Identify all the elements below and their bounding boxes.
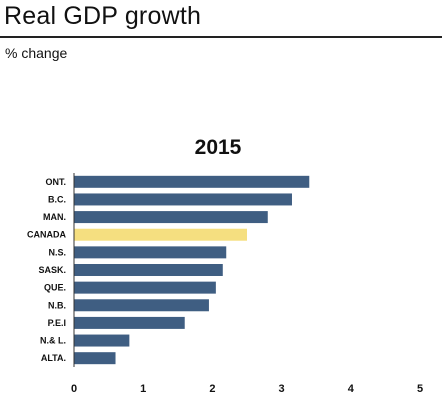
category-label: MAN. — [43, 212, 66, 222]
bar-group — [74, 175, 310, 365]
x-tick-label: 3 — [279, 383, 285, 395]
x-tick-label: 2 — [209, 383, 215, 395]
category-label: CANADA — [27, 230, 66, 240]
x-tick-label: 0 — [71, 383, 77, 395]
category-label: ONT. — [45, 177, 66, 187]
page-title: Real GDP growth — [4, 2, 202, 30]
bar-canada — [74, 228, 247, 241]
page-subtitle: % change — [5, 45, 68, 61]
category-label: N.S. — [48, 247, 66, 257]
category-label: SASK. — [38, 265, 66, 275]
bar-b-c — [74, 193, 292, 206]
bar-p-e-i — [74, 316, 185, 329]
x-tick-label: 4 — [348, 383, 355, 395]
category-label: QUE. — [44, 283, 66, 293]
bar-que — [74, 281, 216, 294]
bar-n-s — [74, 246, 227, 259]
bar-alta — [74, 352, 116, 365]
category-label: N.B. — [48, 300, 66, 310]
bar-man — [74, 211, 268, 224]
x-tick-label-group: 0 1 2 3 4 5 — [71, 383, 423, 395]
x-tick-label: 5 — [417, 383, 423, 395]
bar-ont — [74, 175, 310, 188]
title-divider — [0, 36, 442, 38]
chart-title: 2015 — [195, 136, 242, 159]
category-label-group: ONT. B.C. MAN. CANADA N.S. SASK. QUE. N.B. P.E.I… — [27, 177, 66, 363]
category-label: ALTA. — [41, 353, 66, 363]
category-label: N.& L. — [40, 336, 66, 346]
bar-sask — [74, 264, 223, 276]
category-label: B.C. — [48, 194, 66, 204]
x-tick-label: 1 — [140, 383, 146, 395]
bar-n-l — [74, 334, 130, 347]
bar-n-b — [74, 299, 209, 312]
category-label: P.E.I — [48, 318, 66, 328]
